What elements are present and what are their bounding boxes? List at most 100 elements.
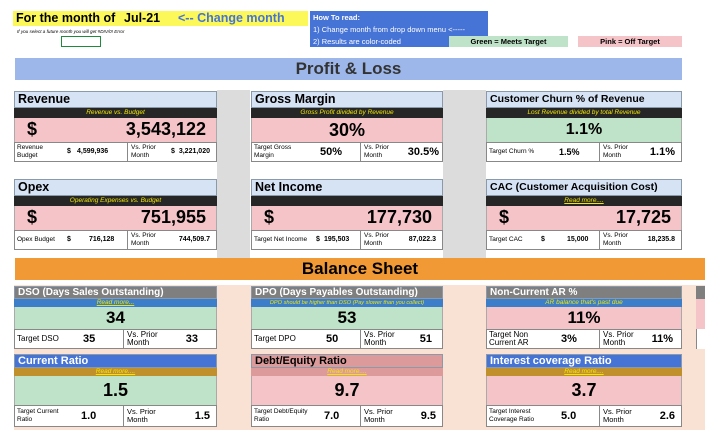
card-customer-churn: Customer Churn % of Revenue Lost Revenue… <box>486 91 682 162</box>
kpi-value-row: 53 <box>251 307 443 329</box>
target-label: Target Interest Coverage Ratio <box>489 408 535 423</box>
kpi-targets: Target Gross Margin 50% Vs. Prior Month … <box>251 142 443 162</box>
kpi-targets: Opex Budget $ 716,128 Vs. Prior Month 74… <box>14 230 217 250</box>
kpi-value: 3,543,122 <box>125 119 206 139</box>
vs-currency: $ <box>171 148 175 155</box>
legend-pink: Pink = Off Target <box>578 36 682 47</box>
vs-value: 2.6 <box>659 410 675 422</box>
card-title: Customer Churn % of Revenue <box>486 91 682 108</box>
card-debt-equity: Debt/Equity Ratio Read more.... 9.7 Targ… <box>251 354 443 427</box>
vs-value: 11% <box>651 333 673 345</box>
currency-symbol: $ <box>27 207 38 227</box>
target-value: 4,599,936 <box>77 148 109 155</box>
currency-symbol: $ <box>27 119 38 139</box>
divider <box>443 90 486 262</box>
card-dso: DSO (Days Sales Outstanding) Read more..… <box>14 286 217 349</box>
card-title: Current Ratio <box>14 354 217 368</box>
target-label: Target Gross Margin <box>254 144 292 159</box>
future-month-warning: If you select a future month you will ge… <box>17 29 125 34</box>
month-dropdown[interactable]: Jul-21 <box>124 11 161 25</box>
kpi-targets: Target Net Income $ 195,503 Vs. Prior Mo… <box>251 230 443 250</box>
target-value: 716,128 <box>89 236 115 243</box>
vs-prior-label: Vs. Prior Month <box>599 231 639 249</box>
card-subtitle: Revenue vs. Budget <box>14 108 217 118</box>
kpi-value: 17,725 <box>615 207 671 227</box>
target-value: 50% <box>320 146 343 158</box>
divider <box>217 90 250 262</box>
kpi-value: 177,730 <box>366 207 432 227</box>
howto-title: How To read: <box>313 13 360 22</box>
vs-value: 30.5% <box>407 146 439 158</box>
vs-prior-label: Vs. Prior Month <box>123 406 167 426</box>
card-subtitle: Lost Revenue divided by total Revenue <box>486 108 682 118</box>
card-current-ratio: Current Ratio Read more.... 1.5 Target C… <box>14 354 217 427</box>
vs-prior-label: Vs. Prior Month <box>599 143 639 161</box>
target-label: Target Debt/Equity Ratio <box>254 408 308 423</box>
vs-prior-label: Vs. Prior Month <box>599 406 643 426</box>
read-more-link[interactable]: Read more... <box>14 299 217 307</box>
target-currency: $ <box>316 236 320 243</box>
card-title: DSO (Days Sales Outstanding) <box>14 286 217 299</box>
card-subtitle <box>251 196 443 206</box>
target-label: Target Net Income <box>254 236 308 243</box>
read-more-link[interactable]: Read more.... <box>486 368 682 376</box>
vs-prior-label: Vs. Prior Month <box>123 330 167 348</box>
card-cac: CAC (Customer Acquisition Cost) Read mor… <box>486 179 682 250</box>
vs-prior-label: Vs. Prior Month <box>360 143 402 161</box>
target-label: Target Current Ratio <box>17 408 59 423</box>
howto-step-2: 2) Results are color-coded <box>313 37 401 46</box>
card-net-income: Net Income $ 177,730 Target Net Income $… <box>251 179 443 250</box>
kpi-value-row: $ 17,725 <box>486 206 682 230</box>
kpi-value-row: 1.1% <box>486 118 682 142</box>
kpi-value: 34 <box>106 308 125 327</box>
kpi-value: 751,955 <box>140 207 206 227</box>
month-input-cell[interactable] <box>61 36 101 47</box>
read-more-link[interactable]: Read more.... <box>14 368 217 376</box>
read-more-link[interactable]: Read more.... <box>486 196 682 206</box>
card-partial-edge <box>696 286 705 349</box>
target-label: Revenue Budget <box>17 144 44 159</box>
vs-prior-label: Vs. Prior Month <box>360 231 402 249</box>
card-opex: Opex Operating Expenses vs. Budget $ 751… <box>14 179 217 250</box>
kpi-targets: Target Current Ratio 1.0 Vs. Prior Month… <box>14 405 217 427</box>
card-title: Net Income <box>251 179 443 196</box>
card-title: Opex <box>14 179 217 196</box>
kpi-value-row: 30% <box>251 118 443 142</box>
kpi-value-row: $ 3,543,122 <box>14 118 217 142</box>
target-value: 50 <box>326 333 339 345</box>
target-value: 1.5% <box>559 147 580 157</box>
vs-prior-label: Vs. Prior Month <box>360 406 404 426</box>
card-subtitle: AR balance that's past due <box>486 299 682 307</box>
kpi-value-row: $ 177,730 <box>251 206 443 230</box>
vs-value: 1.1% <box>649 146 675 158</box>
card-title: Interest coverage Ratio <box>486 354 682 368</box>
kpi-targets: Target DPO 50 Vs. Prior Month 51 <box>251 329 443 349</box>
kpi-value-row: 1.5 <box>14 376 217 405</box>
kpi-targets: Revenue Budget $ 4,599,936 Vs. Prior Mon… <box>14 142 217 162</box>
month-selector-bar <box>13 11 308 26</box>
card-subtitle: Gross Profit divided by Revenue <box>251 108 443 118</box>
vs-prior-label: Vs. Prior Month <box>127 231 169 249</box>
vs-value: 1.5 <box>194 410 210 422</box>
card-title: CAC (Customer Acquisition Cost) <box>486 179 682 196</box>
kpi-targets: Target Debt/Equity Ratio 7.0 Vs. Prior M… <box>251 405 443 427</box>
target-value: 3% <box>561 333 577 345</box>
target-value: 1.0 <box>81 410 97 422</box>
card-title: Gross Margin <box>251 91 443 108</box>
target-currency: $ <box>67 236 71 243</box>
target-currency: $ <box>541 236 545 243</box>
kpi-value: 3.7 <box>571 380 597 400</box>
section-balance-sheet: Balance Sheet <box>15 258 705 280</box>
card-gross-margin: Gross Margin Gross Profit divided by Rev… <box>251 91 443 162</box>
card-revenue: Revenue Revenue vs. Budget $ 3,543,122 R… <box>14 91 217 162</box>
kpi-targets: Target Interest Coverage Ratio 5.0 Vs. P… <box>486 405 682 427</box>
target-label: Opex Budget <box>17 236 55 243</box>
target-label: Target DPO <box>254 334 296 343</box>
card-non-current-ar: Non-Current AR % AR balance that's past … <box>486 286 682 349</box>
card-title: Non-Current AR % <box>486 286 682 299</box>
card-dpo: DPO (Days Payables Outstanding) DPO shou… <box>251 286 443 349</box>
read-more-link[interactable]: Read more.... <box>251 368 443 376</box>
kpi-value-row: 11% <box>486 307 682 329</box>
kpi-value: 11% <box>567 308 601 327</box>
kpi-value: 53 <box>337 308 357 327</box>
